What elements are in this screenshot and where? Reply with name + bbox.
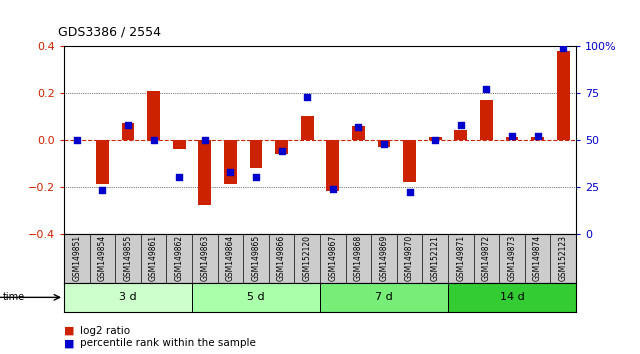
Point bbox=[507, 133, 517, 139]
Bar bbox=[96, 140, 109, 184]
Text: GSM149851: GSM149851 bbox=[72, 235, 81, 281]
Point bbox=[276, 148, 287, 154]
Point bbox=[379, 141, 389, 147]
Text: GSM149873: GSM149873 bbox=[508, 235, 516, 281]
Text: GSM149865: GSM149865 bbox=[252, 235, 260, 281]
Point bbox=[328, 186, 338, 192]
Text: GSM149866: GSM149866 bbox=[277, 235, 286, 281]
Bar bbox=[301, 116, 314, 140]
Bar bbox=[378, 140, 390, 147]
Bar bbox=[506, 137, 518, 140]
Bar bbox=[64, 283, 192, 312]
Bar bbox=[326, 140, 339, 192]
Text: GSM149871: GSM149871 bbox=[456, 235, 465, 281]
Bar bbox=[320, 283, 448, 312]
Bar bbox=[557, 51, 570, 140]
Bar bbox=[480, 100, 493, 140]
Point bbox=[225, 169, 236, 175]
Text: 3 d: 3 d bbox=[119, 292, 137, 302]
Bar bbox=[122, 124, 134, 140]
Point bbox=[302, 94, 312, 99]
Point bbox=[148, 137, 159, 143]
Point bbox=[481, 86, 492, 92]
Text: GSM149864: GSM149864 bbox=[226, 235, 235, 281]
Text: 14 d: 14 d bbox=[500, 292, 524, 302]
Bar bbox=[448, 283, 576, 312]
Text: GSM152121: GSM152121 bbox=[431, 235, 440, 281]
Bar bbox=[173, 140, 186, 149]
Bar bbox=[198, 140, 211, 205]
Text: GSM149869: GSM149869 bbox=[380, 235, 388, 281]
Bar bbox=[224, 140, 237, 184]
Point bbox=[251, 175, 261, 180]
Point bbox=[532, 133, 543, 139]
Text: GSM152120: GSM152120 bbox=[303, 235, 312, 281]
Bar bbox=[192, 283, 320, 312]
Bar bbox=[454, 130, 467, 140]
Point bbox=[174, 175, 184, 180]
Text: GSM149855: GSM149855 bbox=[124, 235, 132, 281]
Text: GSM149863: GSM149863 bbox=[200, 235, 209, 281]
Text: percentile rank within the sample: percentile rank within the sample bbox=[80, 338, 256, 348]
Text: GSM149862: GSM149862 bbox=[175, 235, 184, 281]
Point bbox=[97, 188, 108, 193]
Text: time: time bbox=[3, 292, 26, 302]
Text: GSM149874: GSM149874 bbox=[533, 235, 542, 281]
Point bbox=[404, 189, 415, 195]
Bar bbox=[147, 91, 160, 140]
Bar bbox=[275, 140, 288, 154]
Point bbox=[200, 137, 210, 143]
Point bbox=[353, 124, 364, 130]
Point bbox=[456, 122, 466, 128]
Text: 5 d: 5 d bbox=[247, 292, 265, 302]
Text: GSM149861: GSM149861 bbox=[149, 235, 158, 281]
Bar bbox=[352, 126, 365, 140]
Point bbox=[123, 122, 133, 128]
Point bbox=[558, 45, 568, 51]
Text: GSM149870: GSM149870 bbox=[405, 235, 414, 281]
Text: GSM152123: GSM152123 bbox=[559, 235, 568, 281]
Bar bbox=[403, 140, 416, 182]
Text: log2 ratio: log2 ratio bbox=[80, 326, 130, 336]
Point bbox=[430, 137, 440, 143]
Text: GSM149872: GSM149872 bbox=[482, 235, 491, 281]
Point bbox=[72, 137, 82, 143]
Text: ■: ■ bbox=[64, 326, 74, 336]
Bar bbox=[250, 140, 262, 168]
Bar bbox=[429, 137, 442, 140]
Text: GSM149868: GSM149868 bbox=[354, 235, 363, 281]
Bar bbox=[531, 137, 544, 140]
Text: ■: ■ bbox=[64, 338, 74, 348]
Text: GSM149867: GSM149867 bbox=[328, 235, 337, 281]
Text: GSM149854: GSM149854 bbox=[98, 235, 107, 281]
Text: 7 d: 7 d bbox=[375, 292, 393, 302]
Text: GDS3386 / 2554: GDS3386 / 2554 bbox=[58, 26, 161, 39]
